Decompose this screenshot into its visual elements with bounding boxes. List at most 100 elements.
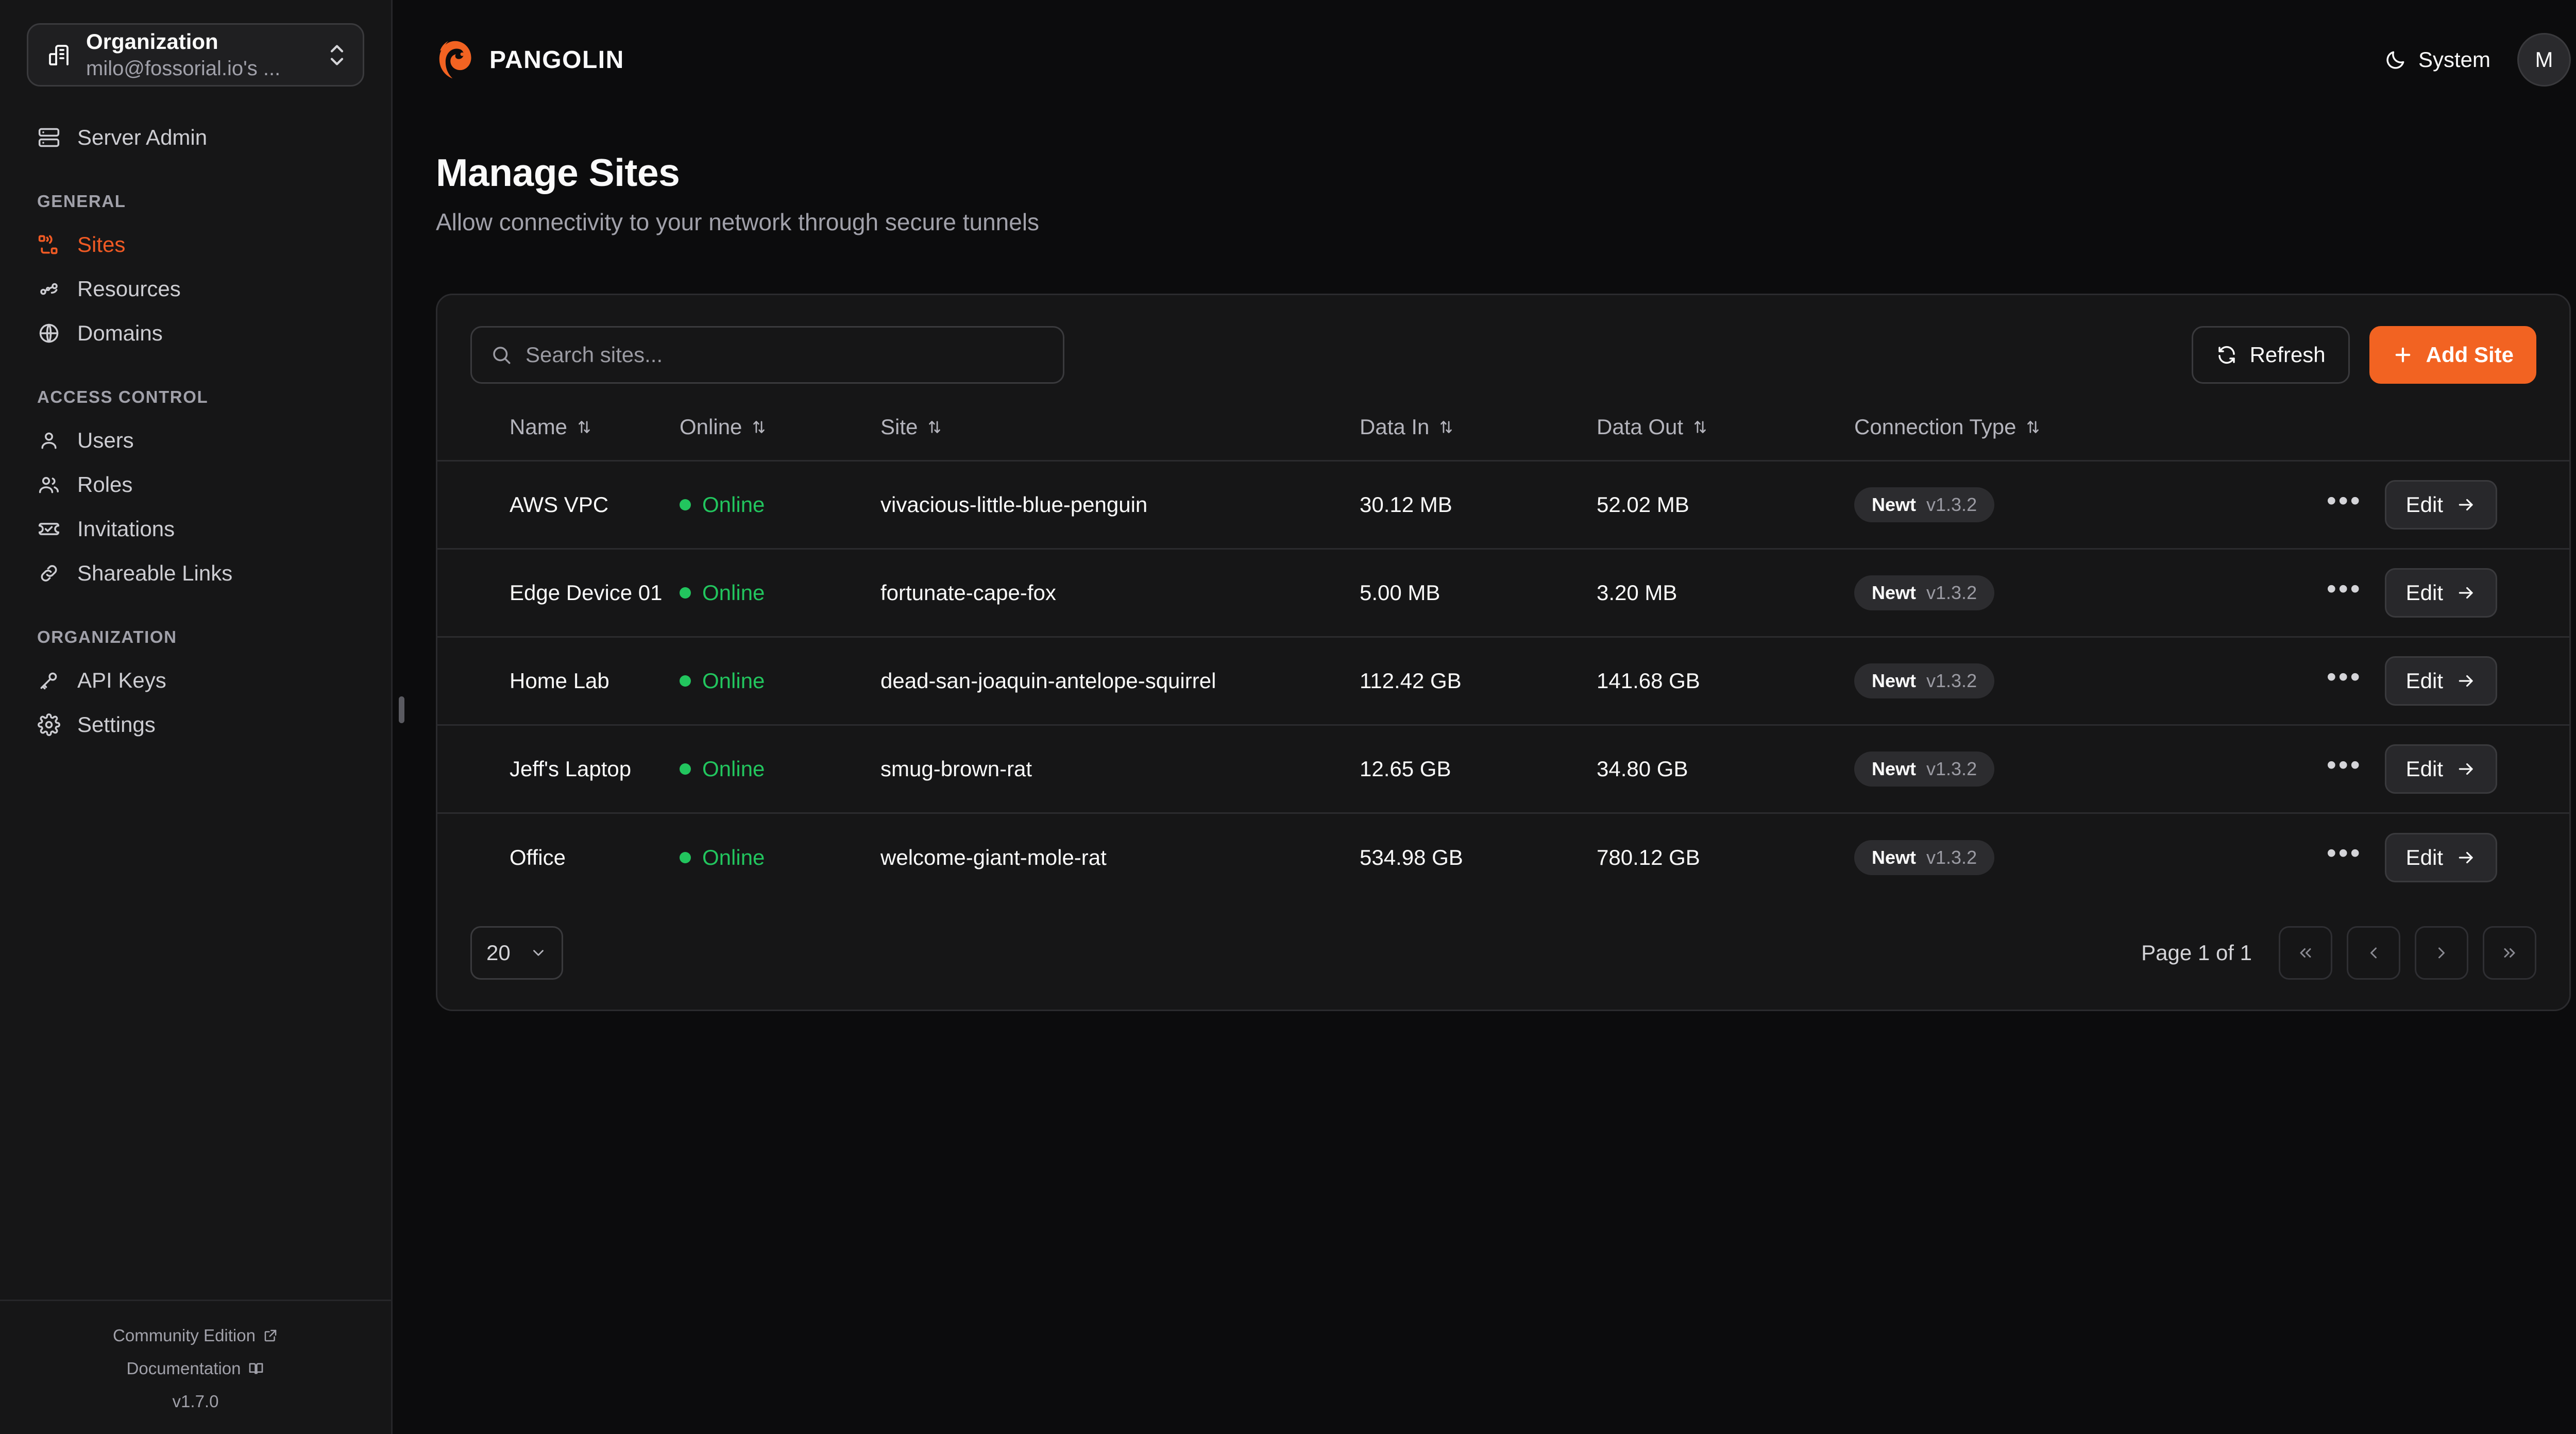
arrow-right-icon xyxy=(2456,495,2476,515)
status-badge: Online xyxy=(702,757,765,781)
search-input[interactable]: Search sites... xyxy=(470,326,1064,384)
first-page-button[interactable] xyxy=(2279,926,2332,980)
sidebar-item-server-admin[interactable]: Server Admin xyxy=(27,115,364,160)
sidebar-item-label: Settings xyxy=(77,712,156,737)
table-row[interactable]: AWS VPC Online vivacious-little-blue-pen… xyxy=(437,460,2569,549)
community-edition-link[interactable]: Community Edition xyxy=(113,1326,278,1345)
connection-badge: Newt v1.3.2 xyxy=(1854,840,1995,875)
key-icon xyxy=(37,669,61,692)
search-icon xyxy=(490,344,512,366)
edit-button[interactable]: Edit xyxy=(2384,480,2497,530)
pagination-controls xyxy=(2279,926,2536,980)
sites-icon xyxy=(37,233,61,257)
last-page-button[interactable] xyxy=(2483,926,2536,980)
org-switcher[interactable]: Organization milo@fossorial.io's ... xyxy=(27,23,364,87)
connection-version: v1.3.2 xyxy=(1926,846,1977,868)
table-row[interactable]: Edge Device 01 Online fortunate-cape-fox… xyxy=(437,548,2569,637)
sidebar-item-sites[interactable]: Sites xyxy=(27,223,364,267)
column-header-data-in[interactable]: Data In xyxy=(1360,405,1597,461)
ellipsis-icon[interactable]: ••• xyxy=(2326,838,2362,869)
cell-actions: ••• Edit xyxy=(2246,636,2569,725)
cell-data-out: 34.80 GB xyxy=(1597,724,1854,813)
arrow-right-icon xyxy=(2456,848,2476,867)
documentation-label: Documentation xyxy=(126,1359,241,1378)
sidebar-footer: Community Edition Documentation v1.7.0 xyxy=(0,1300,391,1434)
ellipsis-icon[interactable]: ••• xyxy=(2326,749,2362,780)
resources-icon xyxy=(37,277,61,301)
cell-data-in: 534.98 GB xyxy=(1360,812,1597,901)
edit-label: Edit xyxy=(2405,492,2443,517)
page-size-value: 20 xyxy=(486,940,511,965)
status-badge: Online xyxy=(702,845,765,869)
add-site-label: Add Site xyxy=(2426,343,2514,367)
refresh-button[interactable]: Refresh xyxy=(2191,326,2350,384)
cell-site: dead-san-joaquin-antelope-squirrel xyxy=(880,636,1360,725)
column-header-online[interactable]: Online xyxy=(680,405,880,461)
connection-name: Newt xyxy=(1872,758,1917,779)
column-label: Online xyxy=(680,415,742,439)
edit-button[interactable]: Edit xyxy=(2384,832,2497,882)
sidebar-resize-handle[interactable] xyxy=(399,696,404,723)
cell-site: fortunate-cape-fox xyxy=(880,548,1360,637)
previous-page-button[interactable] xyxy=(2347,926,2400,980)
table-row[interactable]: Home Lab Online dead-san-joaquin-antelop… xyxy=(437,636,2569,725)
cell-data-out: 141.68 GB xyxy=(1597,636,1854,725)
connection-name: Newt xyxy=(1872,846,1917,868)
theme-toggle[interactable]: System xyxy=(2384,47,2490,72)
column-header-site[interactable]: Site xyxy=(880,405,1360,461)
page-size-select[interactable]: 20 xyxy=(470,926,563,980)
connection-version: v1.3.2 xyxy=(1926,582,1977,603)
refresh-icon xyxy=(2216,344,2238,366)
sidebar: Organization milo@fossorial.io's ... Ser… xyxy=(0,0,393,1434)
connection-version: v1.3.2 xyxy=(1926,494,1977,515)
chevrons-up-down-icon[interactable] xyxy=(327,41,347,70)
edit-label: Edit xyxy=(2405,757,2443,781)
sidebar-item-label: Domains xyxy=(77,321,163,345)
cell-connection-type: Newt v1.3.2 xyxy=(1854,460,2246,549)
sidebar-item-api-keys[interactable]: API Keys xyxy=(27,658,364,703)
table-footer: 20 Page 1 of 1 xyxy=(437,901,2569,1010)
brand-name: PANGOLIN xyxy=(489,46,624,74)
brand[interactable]: PANGOLIN xyxy=(434,38,624,82)
ellipsis-icon[interactable]: ••• xyxy=(2326,661,2362,692)
page-content: Manage Sites Allow connectivity to your … xyxy=(393,120,2576,1011)
cell-online: Online xyxy=(680,812,880,901)
edit-button[interactable]: Edit xyxy=(2384,656,2497,706)
avatar[interactable]: M xyxy=(2517,33,2571,87)
column-header-data-out[interactable]: Data Out xyxy=(1597,405,1854,461)
cell-site: vivacious-little-blue-penguin xyxy=(880,460,1360,549)
ellipsis-icon[interactable]: ••• xyxy=(2326,573,2362,604)
cell-data-in: 5.00 MB xyxy=(1360,548,1597,637)
sidebar-item-roles[interactable]: Roles xyxy=(27,463,364,507)
ellipsis-icon[interactable]: ••• xyxy=(2326,485,2362,516)
table-row[interactable]: Jeff's Laptop Online smug-brown-rat 12.6… xyxy=(437,724,2569,813)
documentation-link[interactable]: Documentation xyxy=(127,1359,265,1378)
column-label: Connection Type xyxy=(1854,415,2016,439)
edit-label: Edit xyxy=(2405,669,2443,693)
sidebar-item-domains[interactable]: Domains xyxy=(27,311,364,355)
sidebar-item-label: Sites xyxy=(77,232,126,257)
add-site-button[interactable]: Add Site xyxy=(2369,326,2536,384)
sidebar-item-settings[interactable]: Settings xyxy=(27,703,364,747)
sites-table: Name Online xyxy=(437,405,2569,901)
table-row[interactable]: Office Online welcome-giant-mole-rat 534… xyxy=(437,812,2569,901)
sort-arrows-icon xyxy=(577,418,592,436)
status-dot xyxy=(680,675,691,687)
sort-arrows-icon xyxy=(2025,418,2041,436)
column-header-connection-type[interactable]: Connection Type xyxy=(1854,405,2246,461)
sidebar-item-resources[interactable]: Resources xyxy=(27,267,364,311)
connection-version: v1.3.2 xyxy=(1926,670,1977,691)
server-icon xyxy=(37,126,61,149)
cell-connection-type: Newt v1.3.2 xyxy=(1854,548,2246,637)
edit-button[interactable]: Edit xyxy=(2384,744,2497,794)
cell-connection-type: Newt v1.3.2 xyxy=(1854,812,2246,901)
edit-button[interactable]: Edit xyxy=(2384,568,2497,618)
cell-data-out: 3.20 MB xyxy=(1597,548,1854,637)
sidebar-item-invitations[interactable]: Invitations xyxy=(27,507,364,551)
sidebar-item-shareable-links[interactable]: Shareable Links xyxy=(27,551,364,595)
arrow-right-icon xyxy=(2456,671,2476,691)
sites-card: Search sites... Refresh xyxy=(436,294,2571,1011)
next-page-button[interactable] xyxy=(2415,926,2468,980)
sidebar-item-users[interactable]: Users xyxy=(27,418,364,463)
column-header-name[interactable]: Name xyxy=(437,405,680,461)
